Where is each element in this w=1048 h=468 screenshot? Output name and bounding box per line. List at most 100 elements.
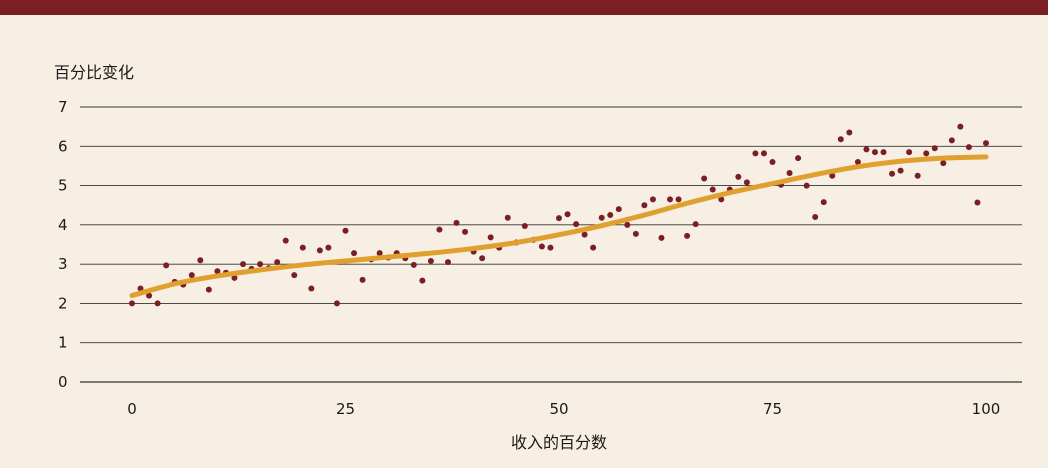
data-point [684,232,691,239]
data-point [129,300,135,307]
data-point [521,223,528,230]
data-point [829,172,836,179]
data-point [965,144,972,151]
data-point [257,261,264,268]
data-point [163,262,170,269]
data-point [590,244,597,251]
data-point [871,149,878,156]
data-point [803,182,810,189]
y-tick-label-3: 3 [58,255,68,273]
y-tick-labels: 0 1 2 3 4 5 6 7 [58,98,68,391]
data-point [624,221,631,228]
y-tick-label-6: 6 [58,137,68,155]
data-point [342,227,349,234]
data-point [760,150,767,157]
data-point [197,257,204,264]
data-point [812,214,819,220]
data-point [914,172,921,179]
x-tick-label-25: 25 [336,400,355,418]
data-point [632,230,639,237]
data-point [231,274,238,281]
data-point [333,300,340,307]
data-point [214,268,221,275]
data-point [880,149,887,156]
data-point [316,247,323,254]
data-point [240,261,247,268]
data-point [487,234,494,241]
x-tick-label-50: 50 [549,400,568,418]
data-point [462,228,469,235]
data-point [709,186,716,193]
y-tick-label-1: 1 [58,334,68,352]
data-point [479,255,486,262]
y-tick-label-7: 7 [58,98,68,116]
data-point [923,150,930,157]
data-point [538,243,545,250]
data-point [820,199,827,206]
data-point [573,221,580,228]
data-point [299,244,306,251]
data-point [649,196,656,203]
data-point [351,250,358,257]
data-point [692,221,699,228]
data-point [863,146,870,153]
data-point [615,206,622,213]
data-point [205,286,212,293]
trend-line [129,154,989,299]
data-point [598,214,605,221]
data-point [504,214,511,221]
data-point [453,219,460,226]
data-point [837,136,844,143]
data-point [291,272,298,279]
data-point [752,150,759,157]
data-point [769,159,776,165]
data-point [735,173,742,180]
data-point [701,175,708,182]
data-point [137,285,144,292]
data-point [641,202,648,209]
x-axis-title: 收入的百分数 [511,433,607,452]
data-point [846,129,853,136]
data-point [427,258,434,264]
data-point [274,259,281,266]
data-point [658,234,665,241]
data-point [188,272,195,279]
data-point [419,277,426,284]
data-point [743,179,750,186]
data-point [564,211,571,218]
data-point [667,196,674,203]
header-bar [0,0,1048,15]
data-point [786,170,793,176]
data-point [675,196,682,203]
y-tick-label-5: 5 [58,177,68,195]
data-point [957,123,964,130]
data-point [940,160,947,167]
data-point [547,244,554,251]
data-point [889,170,896,177]
data-point [718,196,725,203]
x-tick-label-0: 0 [127,400,137,418]
data-point [974,199,981,206]
data-point [325,244,332,251]
gridlines [80,106,1022,383]
data-point [154,300,161,307]
data-point [282,237,289,244]
y-tick-label-4: 4 [58,216,68,234]
data-point [897,167,904,174]
y-tick-label-0: 0 [58,373,68,391]
data-point [308,285,315,292]
data-point [607,212,614,219]
data-point [581,231,588,238]
data-point [854,159,861,165]
data-point [948,137,955,144]
x-tick-label-75: 75 [763,400,782,418]
data-point [376,250,383,257]
x-tick-label-100: 100 [972,400,1001,418]
x-tick-labels: 0 25 50 75 100 [127,400,1000,418]
data-point [146,292,153,299]
data-point [444,259,451,266]
data-point [983,140,989,147]
data-point [410,261,417,268]
data-point [906,149,913,156]
